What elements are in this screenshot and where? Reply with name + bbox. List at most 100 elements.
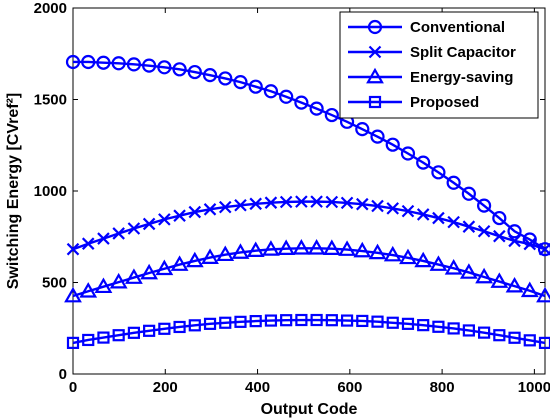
data-point-circle xyxy=(157,60,172,75)
x-tick-label: 600 xyxy=(337,379,362,396)
data-point-square xyxy=(477,326,491,339)
x-tick-label: 0 xyxy=(69,379,77,396)
data-point-triangle xyxy=(246,241,265,258)
data-point-x xyxy=(432,211,445,225)
legend-label: Conventional xyxy=(410,19,505,36)
data-point-x xyxy=(203,203,217,216)
data-point-square xyxy=(234,315,247,328)
data-point-square xyxy=(249,315,262,328)
data-point-triangle xyxy=(231,243,250,259)
data-point-circle xyxy=(355,122,370,137)
data-point-square xyxy=(371,315,384,328)
data-point-square xyxy=(508,331,521,344)
data-point-circle xyxy=(172,62,187,77)
data-point-triangle xyxy=(444,259,463,275)
data-point-square xyxy=(417,319,430,332)
data-point-circle xyxy=(507,224,522,239)
data-point-square xyxy=(203,317,217,330)
data-point-triangle xyxy=(475,267,493,284)
data-point-circle xyxy=(476,198,492,213)
y-axis-label: Switching Energy [CVref²] xyxy=(5,93,22,289)
data-point-triangle xyxy=(109,272,128,289)
data-point-square xyxy=(340,314,354,327)
data-point-triangle xyxy=(79,282,98,298)
data-point-triangle xyxy=(368,243,387,260)
data-point-triangle xyxy=(140,263,159,280)
data-point-square xyxy=(538,336,550,349)
data-point-square xyxy=(295,313,308,327)
data-point-circle xyxy=(492,210,507,226)
data-point-triangle xyxy=(536,286,550,303)
data-point-circle xyxy=(400,146,416,161)
data-point-circle xyxy=(324,107,339,123)
data-point-triangle xyxy=(505,276,524,293)
data-point-square xyxy=(401,317,415,330)
legend-marker-x xyxy=(368,45,382,59)
data-point-circle xyxy=(187,64,202,80)
data-point-square xyxy=(325,314,338,327)
data-point-circle xyxy=(309,101,324,116)
data-point-x xyxy=(81,237,95,250)
data-point-triangle xyxy=(353,241,372,258)
legend-entry: Split Capacitor xyxy=(348,44,516,61)
data-point-circle xyxy=(81,54,96,70)
data-point-x xyxy=(325,195,339,209)
axis-ticks xyxy=(72,7,545,375)
data-point-circle xyxy=(370,129,385,144)
data-point-square xyxy=(158,322,171,335)
y-tick-labels: 0 500 1000 1500 2000 xyxy=(34,0,67,383)
data-point-x xyxy=(295,195,308,208)
data-point-circle xyxy=(65,54,81,70)
data-point-triangle xyxy=(201,248,219,264)
series-circle xyxy=(65,54,550,257)
data-point-triangle xyxy=(399,248,417,265)
data-point-square xyxy=(432,320,445,333)
data-point-square xyxy=(219,316,232,329)
data-point-x xyxy=(218,200,232,214)
data-point-circle xyxy=(202,68,218,83)
data-point-triangle xyxy=(216,245,235,262)
data-point-triangle xyxy=(292,239,311,255)
legend-marker-square xyxy=(368,95,382,109)
data-point-triangle xyxy=(94,277,113,294)
data-point-square xyxy=(310,313,323,327)
y-tick-label: 1000 xyxy=(34,183,67,200)
data-point-x xyxy=(401,204,415,218)
data-point-x xyxy=(493,229,506,243)
data-point-triangle xyxy=(459,263,478,279)
legend-entry: Proposed xyxy=(348,94,479,111)
x-tick-label: 200 xyxy=(153,379,178,396)
data-point-square xyxy=(386,316,399,329)
data-point-triangle xyxy=(383,245,402,262)
data-point-x xyxy=(310,195,323,208)
data-point-square xyxy=(447,322,460,335)
data-point-x xyxy=(416,208,430,221)
data-point-x xyxy=(142,217,156,231)
legend: Conventional Split Capacitor Energy-saving… xyxy=(339,11,539,119)
data-point-x xyxy=(127,222,141,235)
data-point-circle xyxy=(126,57,142,72)
data-point-circle xyxy=(142,58,157,73)
x-tick-label: 800 xyxy=(430,379,455,396)
data-point-triangle xyxy=(429,255,448,271)
data-point-circle xyxy=(111,56,126,71)
data-point-square xyxy=(188,319,201,332)
data-point-x xyxy=(386,202,400,215)
data-point-x xyxy=(523,237,537,251)
data-point-x xyxy=(173,209,186,222)
data-point-x xyxy=(538,242,550,256)
data-point-square xyxy=(112,329,125,342)
data-point-circle xyxy=(431,165,446,180)
legend-marker-triangle xyxy=(366,67,384,84)
data-point-square xyxy=(356,314,369,328)
data-point-x xyxy=(340,196,354,210)
data-point-square xyxy=(173,320,186,334)
data-point-x xyxy=(249,197,262,211)
data-point-triangle xyxy=(155,259,174,276)
legend-box xyxy=(339,11,539,119)
data-point-x xyxy=(188,205,202,219)
series-square xyxy=(66,313,550,349)
data-point-square xyxy=(264,314,278,327)
data-point-circle xyxy=(294,95,309,110)
x-tick-labels: 0 200 400 600 800 1000 xyxy=(69,379,550,396)
